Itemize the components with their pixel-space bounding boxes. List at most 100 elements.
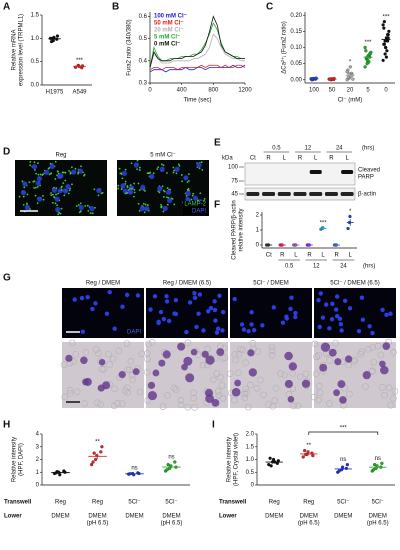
pore [111,385,118,393]
lamp-dot [152,172,155,175]
series-line [149,64,246,71]
lamp-dot [162,189,165,192]
nucleus [112,326,117,331]
panel-letter: F [214,200,220,211]
nucleus [159,166,165,172]
lamp-dot [22,195,25,198]
lamp-dot [60,189,63,191]
column-label: Reg / DMEM (6.5) [163,281,211,287]
lamp-dot [68,170,70,172]
data-point [383,52,387,56]
panel-letter: C [266,2,273,13]
time-label: 24 [336,146,343,152]
pore [204,345,212,353]
lamp-dot [29,161,32,163]
nucleus [57,173,63,180]
x-tick-label: 1200 [238,88,252,94]
lamp-dot [125,192,128,195]
pore [144,397,152,404]
nucleus [212,307,218,313]
lamp-dot [199,192,202,195]
nucleus [335,313,340,319]
data-point [385,49,389,53]
lamp-dot [161,185,164,188]
pore [391,387,399,395]
lamp-dot [203,198,206,200]
lamp-dot [201,169,204,171]
lamp-dot [52,193,54,196]
stained-cell [231,387,241,397]
lamp-dot [18,195,21,198]
lamp-dot [33,187,36,189]
x-tick-label: DMEM [300,514,318,520]
lamp-dot [34,194,37,197]
lamp-dot [177,163,180,166]
significance: *** [364,40,372,46]
data-point [387,29,391,33]
lane-label: L [283,156,287,162]
lamp-dot [80,165,82,168]
nucleus [324,302,329,307]
lamp-dot [131,187,133,190]
lamp-dot [191,194,194,197]
pore [123,340,131,347]
lamp-dot [144,203,147,206]
nucleus [135,293,141,298]
nucleus [380,307,385,313]
lamp-dot [29,164,32,167]
y-tick-label: 0.00 [290,77,302,83]
lamp-dot [62,171,65,174]
pore [242,359,249,366]
lamp-dot [64,179,67,182]
nucleus [133,162,139,168]
stained-cell [162,350,171,359]
stained-cell [379,360,386,368]
lamp-dot [77,172,80,175]
lamp-dot [133,182,136,185]
pore [277,370,284,377]
pore [214,387,222,395]
pore [313,353,320,361]
pore [247,381,254,389]
lamp-dot [64,171,67,174]
lamp-dot [146,172,149,175]
pore [148,339,156,346]
nucleus [215,326,221,331]
data-point [165,468,169,472]
lamp-dot [163,190,166,193]
y-axis-label: Relative intensity [12,437,18,482]
data-point [345,463,349,467]
pore [209,376,217,384]
row-title: Transwell [4,500,32,506]
lamp-dot [181,180,183,183]
band [277,192,291,196]
y-tick-label: 0 [256,243,260,249]
pore [221,344,228,352]
pore [70,358,77,365]
kda-marker: 100 [228,165,239,171]
pore [184,339,192,347]
stained-cell [333,389,340,397]
y-axis-label: relative intensity [239,208,245,251]
nucleus [104,311,110,316]
lamp-dot [133,188,136,191]
pore [326,400,333,407]
pore [237,345,244,353]
x-tick-label: 5Cl⁻ [128,500,140,506]
pore [129,376,137,383]
pore [98,365,106,373]
nucleus [388,311,393,316]
pore [219,354,227,362]
nucleus [85,294,90,300]
nucleus [24,205,30,211]
pore [191,404,198,411]
lamp-dot [149,171,152,174]
lamp-dot [118,167,121,170]
lamp-dot [137,202,140,205]
nucleus [217,293,222,298]
pore [245,403,252,411]
nucleus [139,206,145,212]
nucleus [184,329,189,335]
nucleus [158,309,164,315]
